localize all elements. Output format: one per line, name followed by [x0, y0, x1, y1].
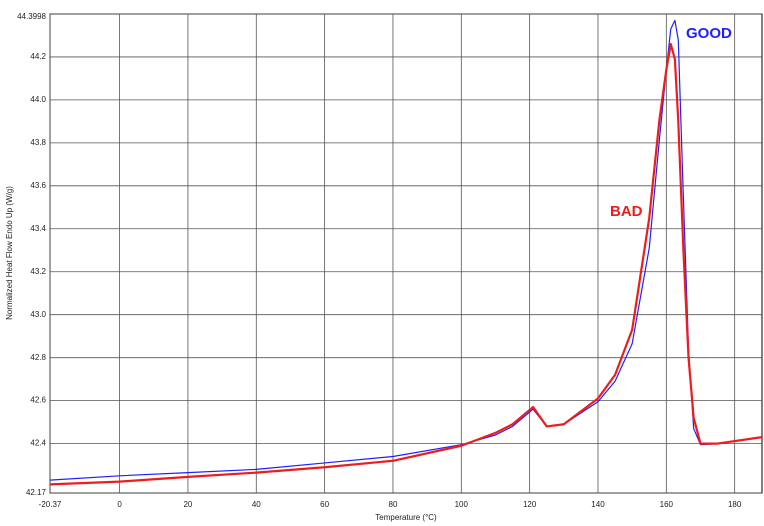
y-tick-label: 42.8	[30, 353, 46, 362]
data-line	[49, 42, 763, 486]
x-tick-label: 20	[183, 500, 192, 509]
x-tick-label: 60	[320, 500, 329, 509]
y-tick-label: 43.0	[30, 310, 46, 319]
y-tick-label: 42.17	[26, 488, 47, 497]
x-tick-label: 0	[117, 500, 122, 509]
y-tick-label: 43.6	[30, 181, 46, 190]
y-tick-label: 43.2	[30, 267, 46, 276]
x-tick-label: 80	[389, 500, 398, 509]
x-tick-label: 40	[252, 500, 261, 509]
plot-frame	[49, 13, 763, 494]
x-tick-label: 180	[728, 500, 742, 509]
y-tick-label: 42.6	[30, 396, 46, 405]
y-tick-label: 43.4	[30, 224, 46, 233]
x-tick-label: 160	[660, 500, 674, 509]
annotation: BAD	[610, 203, 643, 220]
y-axis-label: Normalized Heat Flow Endo Up (W/g)	[5, 186, 14, 320]
x-tick-label: 120	[523, 500, 537, 509]
y-tick-label: 44.3998	[17, 12, 46, 21]
y-tick-label: 43.8	[30, 138, 46, 147]
y-tick-label: 44.0	[30, 95, 46, 104]
x-tick-label: -20.37	[39, 500, 62, 509]
y-tick-label: 42.4	[30, 439, 46, 448]
annotation: GOOD	[686, 25, 732, 42]
y-tick-label: 44.2	[30, 52, 46, 61]
x-tick-label: 100	[455, 500, 469, 509]
x-axis-label: Temperature (°C)	[375, 513, 437, 522]
x-tick-label: 140	[591, 500, 605, 509]
